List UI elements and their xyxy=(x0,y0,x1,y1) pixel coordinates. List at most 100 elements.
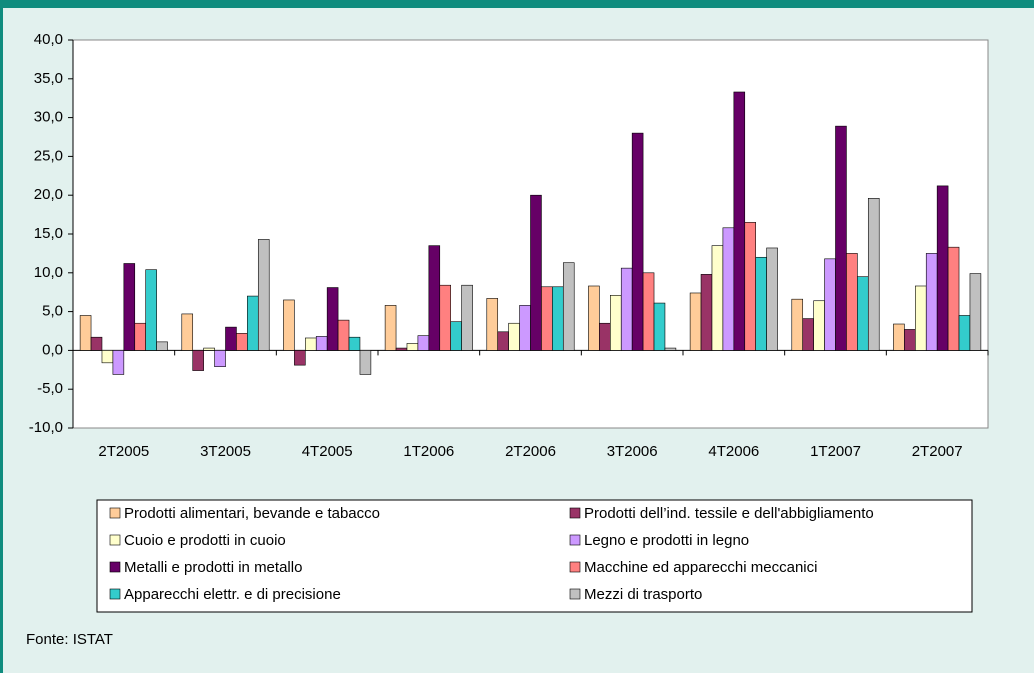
bar xyxy=(969,273,982,351)
legend-label: Macchine ed apparecchi meccanici xyxy=(584,559,817,576)
bar xyxy=(541,286,553,351)
legend-label: Legno e prodotti in legno xyxy=(584,532,749,549)
bar xyxy=(406,343,419,351)
bar xyxy=(461,284,473,351)
bar xyxy=(123,263,136,351)
bar xyxy=(519,305,531,351)
x-tick-label: 2T2007 xyxy=(912,443,963,460)
legend-label: Mezzi di trasporto xyxy=(584,586,702,603)
y-tick-label: 20,0 xyxy=(34,186,63,203)
legend-swatch xyxy=(109,561,121,573)
bar xyxy=(359,350,372,375)
bar xyxy=(225,326,237,351)
y-tick-label: 40,0 xyxy=(34,31,63,48)
bar xyxy=(846,253,858,351)
x-tick-label: 2T2005 xyxy=(98,443,149,460)
bar xyxy=(947,246,960,351)
bar xyxy=(134,322,146,351)
legend-label: Apparecchi elettr. e di precisione xyxy=(124,586,341,603)
bar xyxy=(439,284,451,351)
bar xyxy=(348,336,361,351)
legend-swatch xyxy=(569,534,581,546)
x-tick-label: 4T2006 xyxy=(708,443,759,460)
bar xyxy=(214,350,226,367)
x-tick-label: 4T2005 xyxy=(302,443,353,460)
bar xyxy=(642,272,655,351)
bar xyxy=(857,276,869,351)
bar xyxy=(653,302,666,351)
bar xyxy=(835,125,847,351)
bar xyxy=(384,305,397,351)
bar xyxy=(497,331,509,351)
bar xyxy=(337,319,350,351)
legend-swatch xyxy=(569,507,581,519)
legend xyxy=(96,499,973,613)
legend-label: Cuoio e prodotti in cuoio xyxy=(124,532,286,549)
bar xyxy=(802,318,814,351)
legend-label: Metalli e prodotti in metallo xyxy=(124,559,302,576)
bar xyxy=(508,322,520,351)
bar xyxy=(101,350,114,364)
legend-label: Prodotti dell’ind. tessile e dell'abbigl… xyxy=(584,505,874,522)
bar xyxy=(305,337,317,351)
bar xyxy=(192,350,204,371)
top-band xyxy=(0,0,1034,8)
bar xyxy=(904,329,916,351)
y-tick-label: -10,0 xyxy=(29,419,63,436)
bar xyxy=(315,336,328,351)
y-tick-label: 30,0 xyxy=(34,109,63,126)
bar xyxy=(203,347,215,351)
bar xyxy=(915,285,927,351)
x-tick-label: 1T2007 xyxy=(810,443,861,460)
bar xyxy=(417,335,430,351)
bar xyxy=(700,274,713,351)
bar xyxy=(112,350,125,375)
x-tick-label: 1T2006 xyxy=(403,443,454,460)
bar xyxy=(610,295,622,351)
bar xyxy=(711,245,724,351)
bar xyxy=(257,239,270,351)
bar xyxy=(486,298,499,351)
y-tick-label: -5,0 xyxy=(37,380,63,397)
bar xyxy=(631,132,644,351)
bar xyxy=(791,298,804,351)
bar xyxy=(156,341,168,351)
bar xyxy=(326,287,339,351)
bar xyxy=(620,267,633,351)
bar xyxy=(283,299,295,351)
legend-swatch xyxy=(109,507,121,519)
bar xyxy=(395,347,408,351)
y-tick-label: 0,0 xyxy=(42,341,63,358)
bar xyxy=(145,269,157,351)
bar xyxy=(722,227,735,351)
bar xyxy=(893,323,905,351)
legend-swatch xyxy=(569,588,581,600)
legend-swatch xyxy=(569,561,581,573)
bar xyxy=(958,315,971,351)
bar xyxy=(733,91,746,351)
x-tick-label: 3T2006 xyxy=(607,443,658,460)
x-tick-label: 2T2006 xyxy=(505,443,556,460)
legend-label: Prodotti alimentari, bevande e tabacco xyxy=(124,505,380,522)
bar xyxy=(588,285,600,351)
bar xyxy=(562,262,575,351)
bar xyxy=(755,256,767,351)
left-band xyxy=(0,0,3,673)
legend-swatch xyxy=(109,534,121,546)
bar xyxy=(925,253,938,351)
bar xyxy=(294,350,306,366)
legend-swatch xyxy=(109,588,121,600)
bar xyxy=(552,286,564,351)
bar xyxy=(79,315,92,351)
y-tick-label: 35,0 xyxy=(34,70,63,87)
y-tick-label: 25,0 xyxy=(34,147,63,164)
bar xyxy=(247,295,259,351)
y-tick-label: 5,0 xyxy=(42,303,63,320)
bar xyxy=(90,336,103,351)
y-tick-label: 15,0 xyxy=(34,225,63,242)
bar xyxy=(689,292,702,351)
bar xyxy=(530,194,542,351)
bar xyxy=(766,247,778,351)
